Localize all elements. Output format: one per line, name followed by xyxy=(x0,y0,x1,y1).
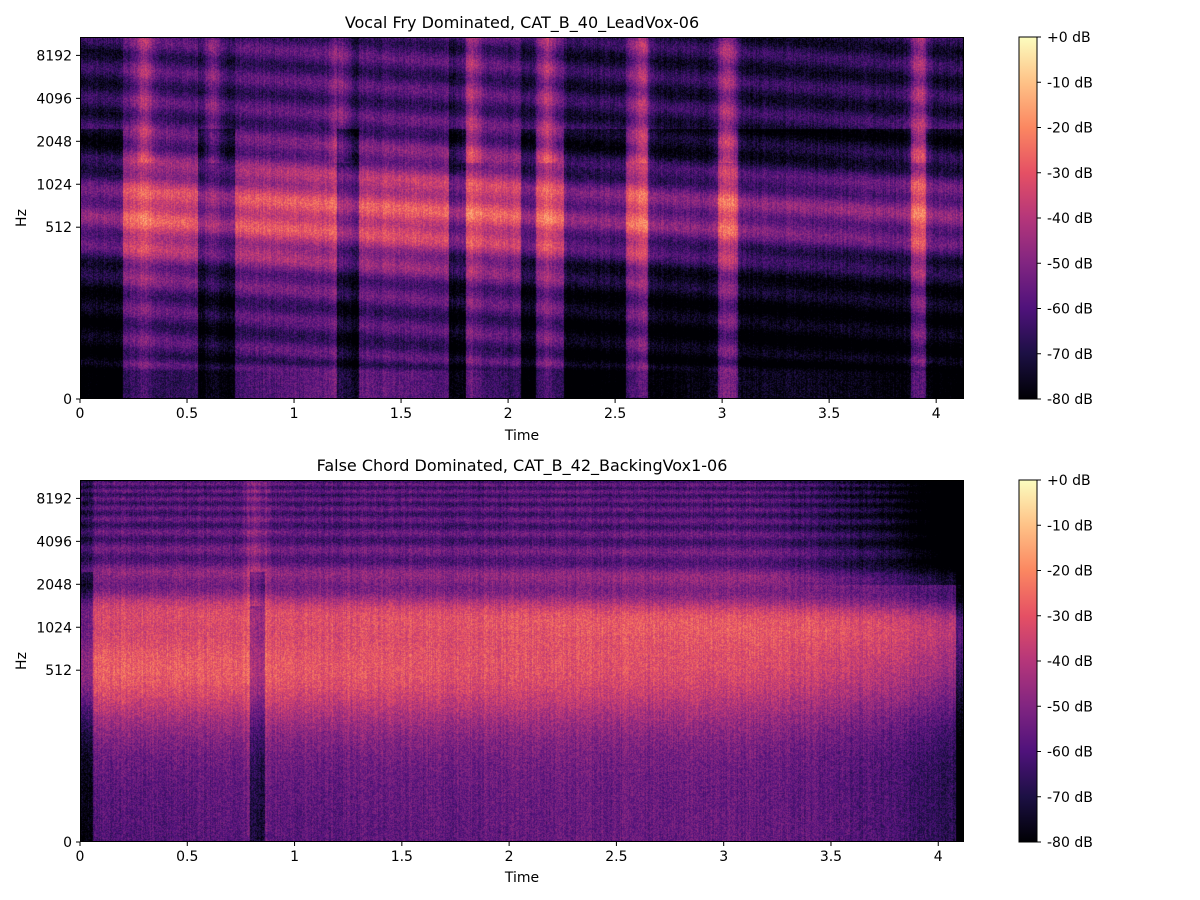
colorbar-tick-label: -40 dB xyxy=(1047,211,1093,227)
x-axis-ticks: 0 0.5 1 1.5 2 2.5 3 3.5 4 xyxy=(76,842,943,865)
x-tick-label: 1 xyxy=(290,406,299,422)
x-tick-label: 0 xyxy=(76,406,85,422)
spectrogram-plot-area xyxy=(80,480,964,842)
y-tick-label: 2048 xyxy=(36,577,72,593)
colorbar-tick-label: -20 dB xyxy=(1047,121,1093,137)
y-tick-label: 1024 xyxy=(36,620,72,636)
colorbar-tick-label: -10 dB xyxy=(1047,75,1093,91)
y-axis-ticks: 0 512 1024 2048 4096 8192 xyxy=(36,48,80,408)
y-tick-label: 8192 xyxy=(36,48,72,64)
y-tick-label: 4096 xyxy=(36,91,72,107)
colorbar-tick-label: -40 dB xyxy=(1047,654,1093,670)
colorbar-tick-label: +0 dB xyxy=(1047,30,1091,46)
y-axis-label: Hz xyxy=(14,652,30,670)
colorbar-tick-label: -60 dB xyxy=(1047,745,1093,761)
x-tick-label: 0.5 xyxy=(176,849,198,865)
chart-title: Vocal Fry Dominated, CAT_B_40_LeadVox-06 xyxy=(345,13,699,33)
spectrogram-image xyxy=(80,37,964,399)
colorbar-tick-label: -20 dB xyxy=(1047,564,1093,580)
x-tick-label: 4 xyxy=(932,406,941,422)
colorbar: +0 dB -10 dB -20 dB -30 dB -40 dB -50 dB -60 d… xyxy=(1018,473,1093,851)
x-tick-label: 1 xyxy=(290,849,299,865)
spectrogram-panel-vocal-fry: Vocal Fry Dominated, CAT_B_40_LeadVox-06… xyxy=(14,13,1093,444)
y-tick-label: 2048 xyxy=(36,134,72,150)
colorbar-gradient xyxy=(1018,479,1038,843)
y-axis-label: Hz xyxy=(14,209,30,227)
colorbar-tick-label: -10 dB xyxy=(1047,518,1093,534)
x-tick-label: 1.5 xyxy=(390,406,412,422)
y-tick-label: 512 xyxy=(45,220,72,236)
x-tick-label: 3 xyxy=(719,849,728,865)
plot-frame xyxy=(80,480,964,842)
colorbar-tick-label: -50 dB xyxy=(1047,256,1093,272)
y-tick-label: 4096 xyxy=(36,534,72,550)
colorbar-tick-label: -80 dB xyxy=(1047,835,1093,851)
y-tick-label: 8192 xyxy=(36,491,72,507)
x-tick-label: 2 xyxy=(505,849,514,865)
x-tick-label: 1.5 xyxy=(391,849,413,865)
x-tick-label: 3.5 xyxy=(820,849,842,865)
x-axis-label: Time xyxy=(504,870,539,886)
spectrogram-panel-false-chord: False Chord Dominated, CAT_B_42_BackingV… xyxy=(14,456,1093,886)
y-tick-label: 512 xyxy=(45,663,72,679)
y-tick-label: 0 xyxy=(63,392,72,408)
y-tick-label: 1024 xyxy=(36,177,72,193)
x-tick-label: 2 xyxy=(504,406,513,422)
x-tick-label: 3 xyxy=(718,406,727,422)
y-tick-label: 0 xyxy=(63,835,72,851)
y-axis-ticks: 0 512 1024 2048 4096 8192 xyxy=(36,491,80,851)
x-axis-label: Time xyxy=(504,428,539,444)
colorbar-tick-label: +0 dB xyxy=(1047,473,1091,489)
colorbar-tick-label: -80 dB xyxy=(1047,392,1093,408)
spectrogram-plot-area xyxy=(80,37,964,399)
colorbar-tick-label: -70 dB xyxy=(1047,347,1093,363)
plot-frame xyxy=(80,37,964,399)
colorbar-tick-label: -30 dB xyxy=(1047,166,1093,182)
x-tick-label: 2.5 xyxy=(604,406,626,422)
chart-title: False Chord Dominated, CAT_B_42_BackingV… xyxy=(317,456,728,476)
spectrogram-image xyxy=(80,480,964,842)
x-tick-label: 4 xyxy=(934,849,943,865)
colorbar-gradient xyxy=(1018,36,1038,400)
x-axis-ticks: 0 0.5 1 1.5 2 2.5 3 3.5 4 xyxy=(76,399,941,422)
x-tick-label: 0 xyxy=(76,849,85,865)
colorbar: +0 dB -10 dB -20 dB -30 dB -40 dB -50 dB -60 d… xyxy=(1018,30,1093,408)
colorbar-tick-label: -60 dB xyxy=(1047,302,1093,318)
x-tick-label: 3.5 xyxy=(818,406,840,422)
x-tick-label: 0.5 xyxy=(176,406,198,422)
colorbar-tick-label: -30 dB xyxy=(1047,609,1093,625)
colorbar-tick-label: -50 dB xyxy=(1047,699,1093,715)
colorbar-tick-label: -70 dB xyxy=(1047,790,1093,806)
x-tick-label: 2.5 xyxy=(605,849,627,865)
